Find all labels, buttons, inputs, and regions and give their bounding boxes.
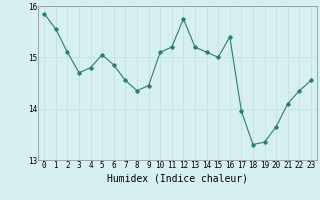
X-axis label: Humidex (Indice chaleur): Humidex (Indice chaleur) bbox=[107, 173, 248, 183]
